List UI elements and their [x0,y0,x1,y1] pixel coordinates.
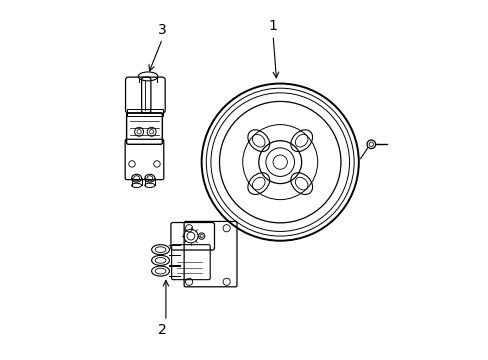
Text: 3: 3 [158,23,166,37]
Bar [127,109,163,116]
Text: 1: 1 [268,19,277,33]
Text: 2: 2 [158,323,166,337]
